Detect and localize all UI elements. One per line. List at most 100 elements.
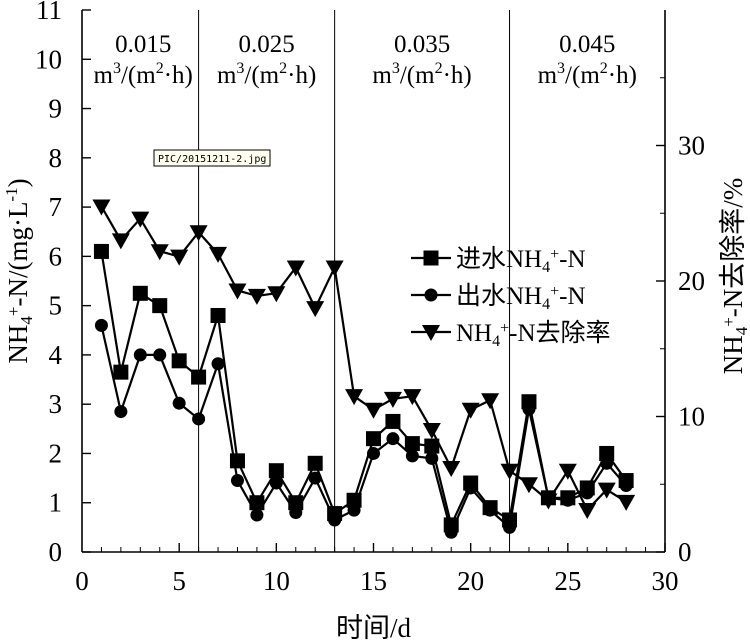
phase-boundaries xyxy=(198,10,511,552)
data-point xyxy=(385,413,401,429)
data-point xyxy=(150,244,169,261)
x-tick-label: 5 xyxy=(172,566,186,596)
data-point xyxy=(328,513,342,527)
data-point xyxy=(442,460,461,477)
phase-label-value: 0.045 xyxy=(559,31,615,58)
left-y-tick-label: 11 xyxy=(36,0,62,25)
left-y-tick-label: 10 xyxy=(35,44,62,74)
x-tick-label: 15 xyxy=(360,566,387,596)
data-point xyxy=(308,471,322,485)
data-point xyxy=(558,463,577,480)
x-axis-title: 时间/d xyxy=(336,613,412,643)
x-tick-label: 0 xyxy=(75,566,89,596)
data-point xyxy=(211,357,225,371)
series-line xyxy=(100,205,627,512)
left-y-tick-label: 6 xyxy=(49,241,63,271)
data-point xyxy=(597,482,616,499)
left-y-tick-label: 0 xyxy=(49,537,63,567)
left-y-tick-label: 7 xyxy=(49,192,63,222)
legend-marker xyxy=(423,250,439,266)
data-point xyxy=(539,493,558,510)
data-point xyxy=(405,449,419,463)
legend-label: NH4+-N去除率 xyxy=(456,319,611,350)
right-y-tick-label: 0 xyxy=(678,537,692,567)
data-point xyxy=(619,478,633,492)
data-point xyxy=(345,389,364,406)
data-point xyxy=(269,476,283,490)
data-point xyxy=(230,474,244,488)
data-point xyxy=(578,502,597,519)
data-point xyxy=(113,364,129,380)
data-point xyxy=(189,225,208,242)
data-point xyxy=(172,396,186,410)
x-tick-label: 25 xyxy=(554,566,581,596)
data-point xyxy=(153,348,167,362)
data-point xyxy=(92,199,111,216)
right-y-tick-label: 30 xyxy=(678,131,705,161)
stamp-text: PIC/20151211-2.jpg xyxy=(158,154,266,165)
left-y-tick-label: 9 xyxy=(49,94,63,124)
data-point xyxy=(306,301,325,318)
stamp-box xyxy=(153,149,271,167)
data-point xyxy=(503,520,517,534)
data-point xyxy=(325,260,344,277)
legend-marker xyxy=(424,288,438,302)
data-point xyxy=(94,318,108,332)
data-point xyxy=(444,525,458,539)
data-point xyxy=(386,432,400,446)
data-point xyxy=(250,508,264,522)
data-point xyxy=(307,455,323,471)
right-y-axis-title: NH4+-N去除率/% xyxy=(718,178,750,375)
data-point xyxy=(483,503,497,517)
data-point xyxy=(383,391,402,408)
left-y-tick-label: 8 xyxy=(49,143,63,173)
data-point xyxy=(461,402,480,419)
data-point xyxy=(519,477,538,494)
data-point xyxy=(522,402,536,416)
phase-label-value: 0.025 xyxy=(238,31,294,58)
x-tick-label: 30 xyxy=(652,566,679,596)
phase-label-unit: m3/(m2·h) xyxy=(372,60,471,89)
phase-label-unit: m3/(m2·h) xyxy=(94,60,193,89)
phase-labels: 0.015m3/(m2·h)0.025m3/(m2·h)0.035m3/(m2·… xyxy=(94,31,637,89)
left-y-tick-label: 1 xyxy=(49,488,63,518)
data-point xyxy=(500,463,519,480)
legend-marker xyxy=(422,325,440,341)
data-point xyxy=(424,438,440,454)
legend-label: 出水NH4+-N xyxy=(456,282,586,313)
data-point xyxy=(93,243,109,259)
left-y-tick-label: 5 xyxy=(49,291,63,321)
x-tick-label: 10 xyxy=(263,566,290,596)
legend-entry: NH4+-N去除率 xyxy=(411,319,611,350)
series-circle xyxy=(94,318,633,539)
legend-label: 进水NH4+-N xyxy=(456,245,586,276)
data-point xyxy=(210,307,226,323)
right-y-tick-label: 10 xyxy=(678,402,705,432)
data-point xyxy=(464,481,478,495)
data-point xyxy=(561,493,575,507)
data-point xyxy=(403,389,422,406)
data-point xyxy=(192,412,206,426)
data-point xyxy=(366,431,381,447)
file-stamp: PIC/20151211-2.jpg xyxy=(153,149,271,167)
phase-label-value: 0.015 xyxy=(115,31,171,58)
legend: 进水NH4+-N 出水NH4+-N NH4+-N去除率 xyxy=(411,245,611,350)
series-triangle-down xyxy=(92,199,636,519)
left-y-tick-label: 2 xyxy=(49,438,63,468)
data-point xyxy=(367,446,380,460)
data-point xyxy=(599,445,615,461)
data-point xyxy=(481,393,500,410)
data-point xyxy=(268,463,284,479)
data-point xyxy=(617,494,636,511)
legend-entry: 进水NH4+-N xyxy=(411,245,586,276)
data-point xyxy=(209,246,228,263)
data-point xyxy=(133,348,147,362)
right-y-axis-ticks: 0 10 20 30 xyxy=(656,77,705,567)
data-point xyxy=(131,211,150,228)
data-point xyxy=(347,503,361,517)
data-point xyxy=(111,233,130,250)
legend-entry: 出水NH4+-N xyxy=(411,282,586,313)
data-point xyxy=(191,369,207,385)
left-y-axis-title: NH4+-N/(mg·L-1) xyxy=(2,178,36,363)
series-line xyxy=(100,325,627,534)
